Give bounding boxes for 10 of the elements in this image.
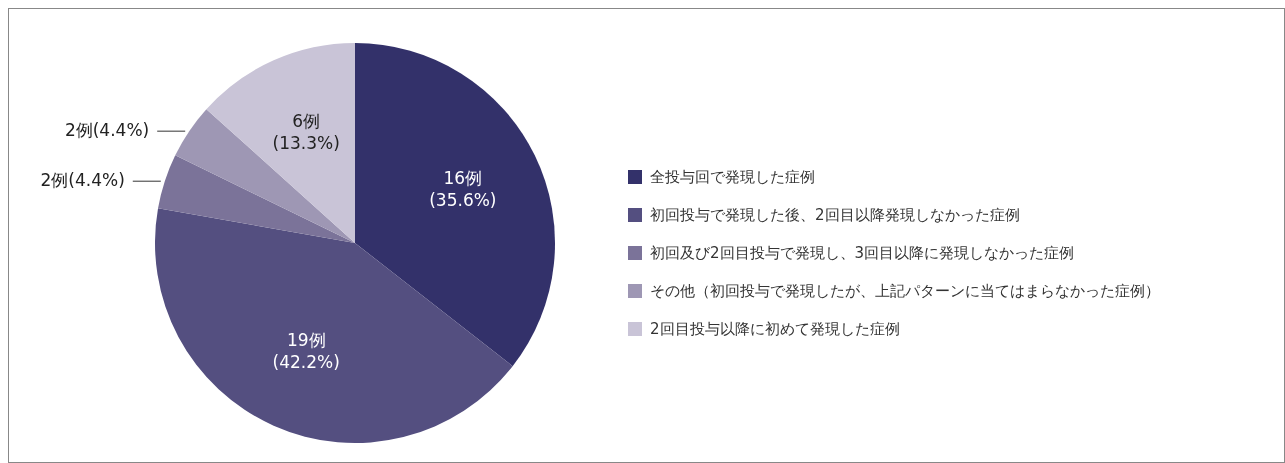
legend-label: 2回目投与以降に初めて発現した症例	[650, 319, 900, 339]
data-label: 19例 (42.2%)	[272, 330, 340, 373]
legend-label: 全投与回で発現した症例	[650, 167, 815, 187]
data-label: 6例 (13.3%)	[272, 110, 340, 153]
legend-label: その他（初回投与で発現したが、上記パターンに当てはまらなかった症例）	[650, 281, 1160, 301]
data-label: 2例(4.4%)	[40, 169, 125, 190]
legend-label: 初回投与で発現した後、2回目以降発現しなかった症例	[650, 205, 1020, 225]
data-label: 16例 (35.6%)	[429, 167, 497, 210]
data-label: 2例(4.4%)	[64, 119, 150, 140]
legend-label: 初回及び2回目投与で発現し、3回目以降に発現しなかった症例	[650, 243, 1075, 263]
